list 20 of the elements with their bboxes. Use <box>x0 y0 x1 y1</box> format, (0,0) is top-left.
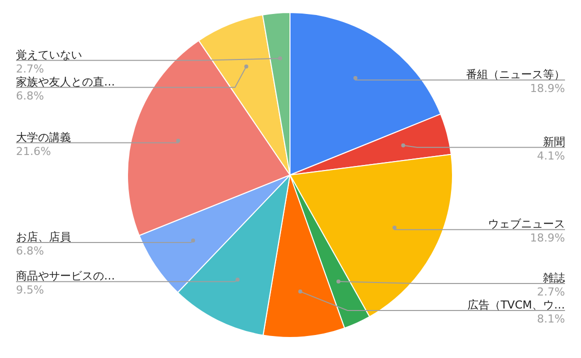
data-label: 18.9% <box>530 82 565 95</box>
data-label: 6.8% <box>16 244 44 258</box>
data-label: 8.1% <box>537 312 565 326</box>
slice-label: ウェブニュース <box>488 218 565 231</box>
slice-label: お店、店員 <box>16 230 71 244</box>
data-label: 4.1% <box>537 149 565 162</box>
slice-label: 広告（TVCM、ウ… <box>468 298 565 312</box>
slice-label: 商品やサービスの… <box>16 270 115 283</box>
slice-label: 番組（ニュース等） <box>466 68 565 81</box>
data-label: 6.8% <box>16 89 44 102</box>
data-label: 18.9% <box>530 232 565 245</box>
slice-label: 覚えていない <box>16 48 82 62</box>
data-label: 2.7% <box>16 62 44 76</box>
slice-label: 家族や友人との直… <box>16 75 115 88</box>
data-label: 21.6% <box>16 144 51 158</box>
data-label: 2.7% <box>537 286 565 299</box>
data-label: 9.5% <box>16 284 44 297</box>
slice-label: 新聞 <box>543 135 565 148</box>
slice-label: 雑誌 <box>543 272 565 285</box>
slice-label: 大学の講義 <box>16 130 71 144</box>
